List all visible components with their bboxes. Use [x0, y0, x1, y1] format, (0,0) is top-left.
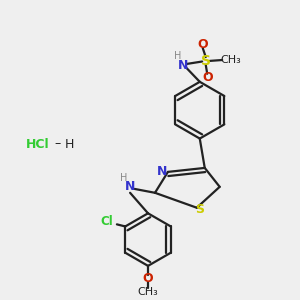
- Text: CH₃: CH₃: [221, 55, 242, 65]
- Text: CH₃: CH₃: [138, 286, 158, 296]
- Text: H: H: [65, 137, 74, 151]
- Text: Cl: Cl: [100, 215, 113, 229]
- Text: N: N: [158, 165, 168, 178]
- Text: S: S: [201, 54, 211, 68]
- Text: O: O: [202, 71, 212, 84]
- Text: N: N: [125, 180, 135, 193]
- Text: H: H: [120, 173, 128, 184]
- Text: –: –: [54, 137, 61, 151]
- Text: N: N: [178, 59, 188, 72]
- Text: O: O: [143, 272, 153, 285]
- Text: HCl: HCl: [26, 137, 50, 151]
- Text: O: O: [197, 38, 208, 51]
- Text: S: S: [195, 203, 204, 216]
- Text: H: H: [174, 51, 182, 62]
